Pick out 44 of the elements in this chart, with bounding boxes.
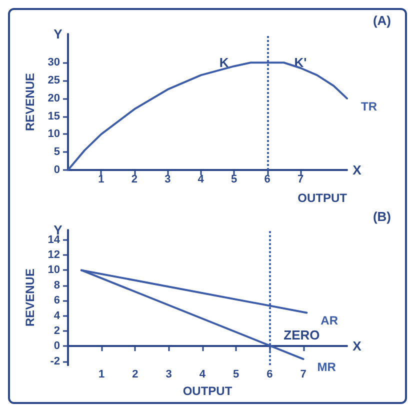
y-tick-label: 20 <box>48 92 60 104</box>
x-tick-label: 7 <box>297 174 304 186</box>
x-tick-label: 4 <box>198 174 205 186</box>
y-tick-label: 0 <box>54 340 60 352</box>
x-tick-label: 2 <box>131 174 138 186</box>
y-tick-label: 12 <box>48 249 60 262</box>
x-tick-label: 3 <box>166 368 172 381</box>
annotation: K <box>219 55 230 70</box>
x-axis-title: OUTPUT <box>182 384 233 398</box>
text: X <box>352 338 362 354</box>
y-tick-label: 6 <box>54 294 60 307</box>
y-tick-label: 8 <box>54 279 60 292</box>
x-tick-label: 5 <box>231 174 238 186</box>
text: X <box>352 162 362 178</box>
y-axis-title: REVENUE <box>23 72 37 132</box>
x-tick-label: 1 <box>98 368 105 381</box>
x-tick-label: 1 <box>98 174 104 186</box>
y-axis-title: REVENUE <box>23 268 37 327</box>
y-tick-label: 10 <box>48 128 60 140</box>
x-tick-label: 2 <box>132 368 138 381</box>
y-tick-label: 5 <box>54 146 60 158</box>
y-tick-label: 10 <box>48 264 60 276</box>
y-tick-label: 2 <box>54 324 60 337</box>
text: (A) <box>372 13 391 28</box>
x-tick-label: 6 <box>266 368 273 381</box>
y-tick-label: 25 <box>48 74 60 87</box>
x-tick-label: 5 <box>233 368 240 381</box>
y-tick-label: 30 <box>48 56 60 69</box>
y-tick-label: -2 <box>50 355 60 368</box>
series-label: TR <box>361 99 378 114</box>
series-label: AR <box>320 314 338 328</box>
y-tick-label: 15 <box>48 110 60 122</box>
x-tick-label: 3 <box>164 174 171 186</box>
x-tick-label: 4 <box>199 368 206 381</box>
y-tick-label: 14 <box>48 234 61 246</box>
x-axis-title: OUTPUT <box>298 191 348 205</box>
series-label: MR <box>317 360 336 374</box>
y-tick-label: 4 <box>54 310 61 322</box>
text: (B) <box>372 209 391 224</box>
annotation: ZERO <box>284 328 320 343</box>
text: Y <box>54 26 63 42</box>
y-tick-label: 0 <box>54 164 60 176</box>
x-tick-label: 6 <box>264 174 270 186</box>
x-tick-label: 7 <box>300 368 306 381</box>
